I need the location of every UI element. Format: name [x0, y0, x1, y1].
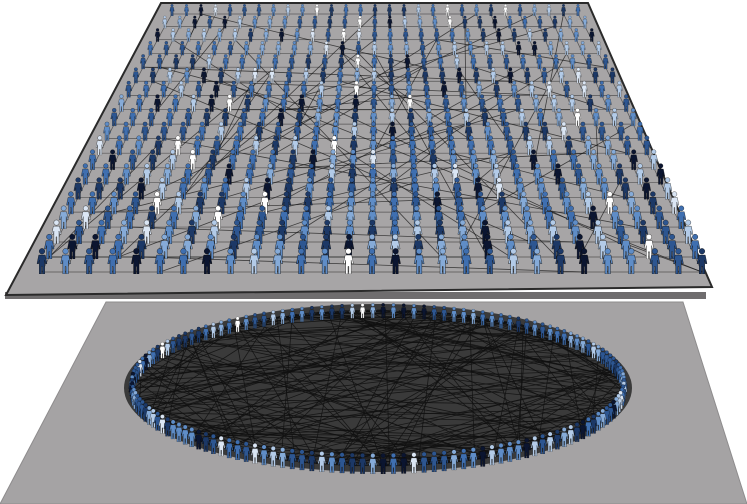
- network-link: [481, 317, 521, 452]
- network-link: [325, 323, 518, 465]
- network-link: [196, 370, 619, 441]
- network-link: [436, 39, 606, 68]
- network-link: [132, 322, 243, 394]
- network-link: [144, 411, 598, 424]
- network-link: [562, 336, 624, 393]
- network-link: [175, 318, 494, 433]
- network-link: [199, 310, 420, 443]
- network-link: [252, 378, 623, 456]
- network-link: [155, 420, 481, 460]
- network-link: [136, 321, 509, 403]
- network-link: [136, 310, 418, 404]
- network-link: [295, 314, 504, 322]
- network-link: [150, 314, 467, 419]
- network-link: [518, 325, 524, 452]
- network-link: [133, 378, 439, 464]
- lower-layer: [0, 301, 747, 504]
- network-link: [288, 66, 524, 198]
- network-link: [464, 26, 467, 125]
- network-link: [185, 339, 620, 405]
- network-link: [255, 13, 477, 154]
- network-link: [151, 336, 193, 420]
- network-link: [143, 310, 408, 413]
- network-link: [243, 322, 620, 404]
- network-link: [482, 317, 546, 446]
- network-link: [142, 354, 602, 411]
- network-link: [164, 138, 638, 228]
- network-link: [153, 355, 430, 465]
- network-link: [92, 196, 500, 213]
- network-link: [278, 316, 573, 341]
- upper-plane: [4, 2, 714, 297]
- network-link: [372, 39, 438, 154]
- network-link: [345, 310, 558, 442]
- network-link: [176, 432, 526, 451]
- network-link: [351, 311, 436, 466]
- network-link: [145, 362, 287, 461]
- network-link: [190, 318, 494, 338]
- network-link: [173, 315, 472, 345]
- network-link: [380, 317, 483, 467]
- network-link: [168, 339, 571, 348]
- network-link: [316, 389, 624, 464]
- network-link: [135, 401, 602, 421]
- network-link: [183, 66, 276, 198]
- network-link: [342, 53, 412, 139]
- network-link: [132, 387, 625, 393]
- network-link: [118, 167, 354, 258]
- network-link: [200, 333, 624, 395]
- network-link: [222, 312, 444, 328]
- network-link: [132, 316, 476, 383]
- network-link: [275, 66, 425, 154]
- network-link: [384, 310, 390, 466]
- network-link: [136, 373, 463, 462]
- network-link: [118, 13, 376, 258]
- network-link: [292, 152, 589, 169]
- network-link: [339, 371, 619, 466]
- network-link: [152, 80, 531, 243]
- network-link: [182, 339, 572, 436]
- network-link: [530, 326, 605, 419]
- network-link: [133, 322, 245, 399]
- network-link: [178, 341, 485, 459]
- network-link: [284, 421, 600, 461]
- network-link: [134, 397, 618, 407]
- network-link: [276, 458, 337, 466]
- network-link: [132, 312, 314, 384]
- network-link: [500, 390, 625, 457]
- network-link: [156, 407, 616, 423]
- network-link: [296, 326, 533, 462]
- network-link: [189, 332, 553, 339]
- network-link: [140, 360, 609, 369]
- network-link: [178, 341, 316, 464]
- network-link: [259, 427, 590, 457]
- network-link: [170, 429, 532, 450]
- network-link: [538, 328, 625, 390]
- network-link: [129, 226, 576, 243]
- network-link: [423, 368, 617, 466]
- network-link: [131, 369, 618, 388]
- network-link: [172, 39, 511, 258]
- network-link: [132, 321, 510, 382]
- network-link: [48, 138, 165, 258]
- network-link: [579, 182, 620, 258]
- network-link: [166, 339, 187, 429]
- network-link: [135, 400, 306, 463]
- network-link: [202, 330, 547, 444]
- network-link: [187, 322, 513, 339]
- network-link: [189, 337, 241, 453]
- network-link: [141, 256, 585, 273]
- network-link: [394, 315, 471, 466]
- upper-layer: [4, 2, 714, 299]
- network-link: [520, 324, 624, 383]
- network-link: [407, 310, 624, 396]
- network-link: [333, 393, 624, 466]
- network-link: [276, 316, 296, 462]
